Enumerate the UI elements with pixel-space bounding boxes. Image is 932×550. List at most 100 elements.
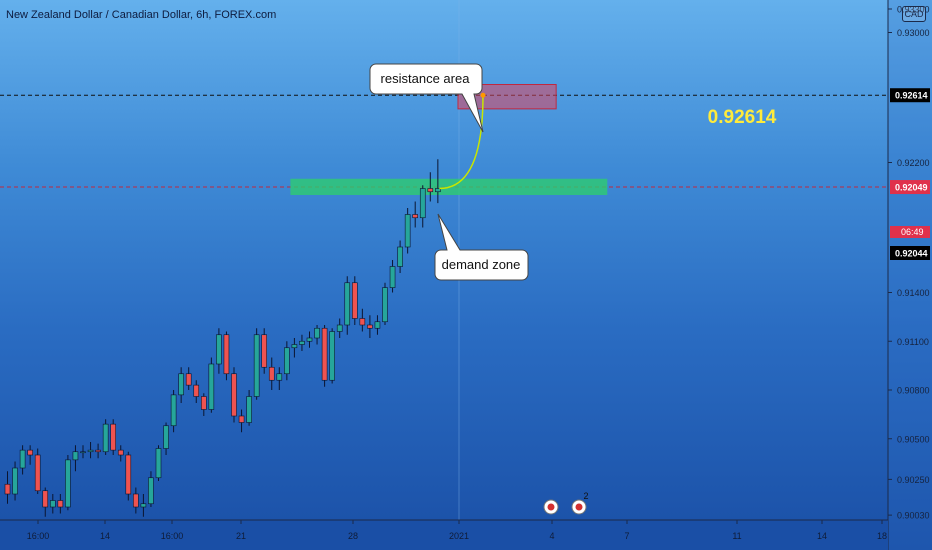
demand-callout-label: demand zone <box>442 257 521 272</box>
y-tick-label: 0.93300 <box>897 5 930 15</box>
resistance-callout-label: resistance area <box>381 71 471 86</box>
event-count-badge: 2 <box>583 491 588 501</box>
candle-body <box>261 334 268 368</box>
candle-body <box>336 324 343 332</box>
candle-body <box>344 282 351 326</box>
candle-body <box>178 373 184 396</box>
projection-curve <box>439 95 484 190</box>
y-tick-label: 0.93000 <box>897 28 930 38</box>
candle-body <box>12 467 18 495</box>
candle-body <box>412 214 419 219</box>
candle-body <box>314 327 320 339</box>
candle-body <box>435 188 441 193</box>
x-tick-label: 14 <box>100 531 110 541</box>
candle-body <box>110 423 116 451</box>
resistance-callout <box>369 63 484 133</box>
candle-body <box>367 324 373 329</box>
y-tick-label: 0.91400 <box>897 288 930 298</box>
candle-body <box>27 449 33 456</box>
y-tick-label: 0.90250 <box>897 475 930 485</box>
candle-body <box>201 396 207 410</box>
candle-body <box>427 188 434 193</box>
price-scale-bg <box>888 0 932 550</box>
x-tick-label: 7 <box>624 531 629 541</box>
candle-body <box>359 318 366 326</box>
x-tick-label: 2021 <box>449 531 469 541</box>
candle-body <box>49 500 56 508</box>
candle-body <box>389 266 396 288</box>
candle-body <box>42 490 49 508</box>
price-label-text: 0.92614 <box>895 91 928 101</box>
y-tick-label: 0.91100 <box>897 337 929 347</box>
candle-body <box>397 246 403 267</box>
candle-body <box>163 425 169 449</box>
candle-body <box>117 449 124 456</box>
candle-body <box>216 334 222 365</box>
candles-layer <box>4 159 441 517</box>
x-tick-label: 11 <box>732 531 741 541</box>
calendar-event-icon: 2 <box>571 491 589 515</box>
candle-body <box>268 366 275 381</box>
overlay-layer: resistance area demand zone 0.92614 2 <box>369 63 777 515</box>
candle-body <box>34 454 41 492</box>
calendar-event-icon <box>543 499 559 515</box>
candle-body <box>246 396 252 423</box>
price-label-text: 0.92044 <box>895 249 928 259</box>
price-label-box <box>890 88 930 103</box>
y-tick-label: 0.92200 <box>897 158 930 168</box>
x-tick-label: 28 <box>348 531 358 541</box>
candle-body <box>351 282 358 319</box>
candle-body <box>419 188 426 219</box>
currency-unit-badge[interactable]: CAD <box>902 6 926 22</box>
x-tick-label: 16:00 <box>161 531 184 541</box>
candle-body <box>291 344 298 349</box>
time-scale-bg <box>0 520 888 550</box>
candle-body <box>321 327 328 381</box>
price-label-box <box>890 180 930 195</box>
candle-body <box>238 415 245 423</box>
x-tick-label: 16:00 <box>27 531 50 541</box>
candle-body <box>170 394 177 427</box>
price-label-box <box>890 246 930 260</box>
candle-body <box>140 503 147 508</box>
candle-body <box>329 331 335 381</box>
candle-body <box>253 334 260 397</box>
countdown-box <box>890 226 930 238</box>
candle-body <box>155 448 162 479</box>
candle-body <box>208 363 215 410</box>
x-tick-label: 21 <box>236 531 246 541</box>
x-tick-label: 18 <box>877 531 887 541</box>
candle-body <box>72 451 79 461</box>
chart-title: New Zealand Dollar / Canadian Dollar, 6h… <box>6 9 277 21</box>
candle-body <box>4 483 11 495</box>
candle-body <box>95 449 101 453</box>
candle-body <box>125 454 132 495</box>
flag-icon <box>547 503 555 511</box>
demand-callout <box>434 213 529 281</box>
y-tick-label: 0.90800 <box>897 386 930 396</box>
candle-body <box>133 493 139 508</box>
candle-body <box>148 477 154 505</box>
candle-body <box>299 340 305 345</box>
x-tick-label: 14 <box>817 531 827 541</box>
candle-body <box>382 287 388 323</box>
y-tick-label: 0.90500 <box>897 434 930 444</box>
candle-body <box>374 321 381 329</box>
projection-target-dot <box>480 92 486 98</box>
price-label-text: 0.92049 <box>895 183 928 193</box>
candle-body <box>102 423 109 453</box>
candle-body <box>231 373 237 417</box>
candle-body <box>276 373 283 381</box>
target-price-text: 0.92614 <box>708 107 777 128</box>
candle-body <box>193 384 200 397</box>
y-tick-label: 0.90030 <box>897 511 930 521</box>
flag-icon <box>575 503 583 511</box>
candle-body <box>65 459 71 508</box>
candle-body <box>223 334 230 375</box>
candle-body <box>80 451 86 454</box>
candle-body <box>284 347 290 375</box>
candle-body <box>306 337 313 342</box>
x-tick-label: 4 <box>549 531 554 541</box>
